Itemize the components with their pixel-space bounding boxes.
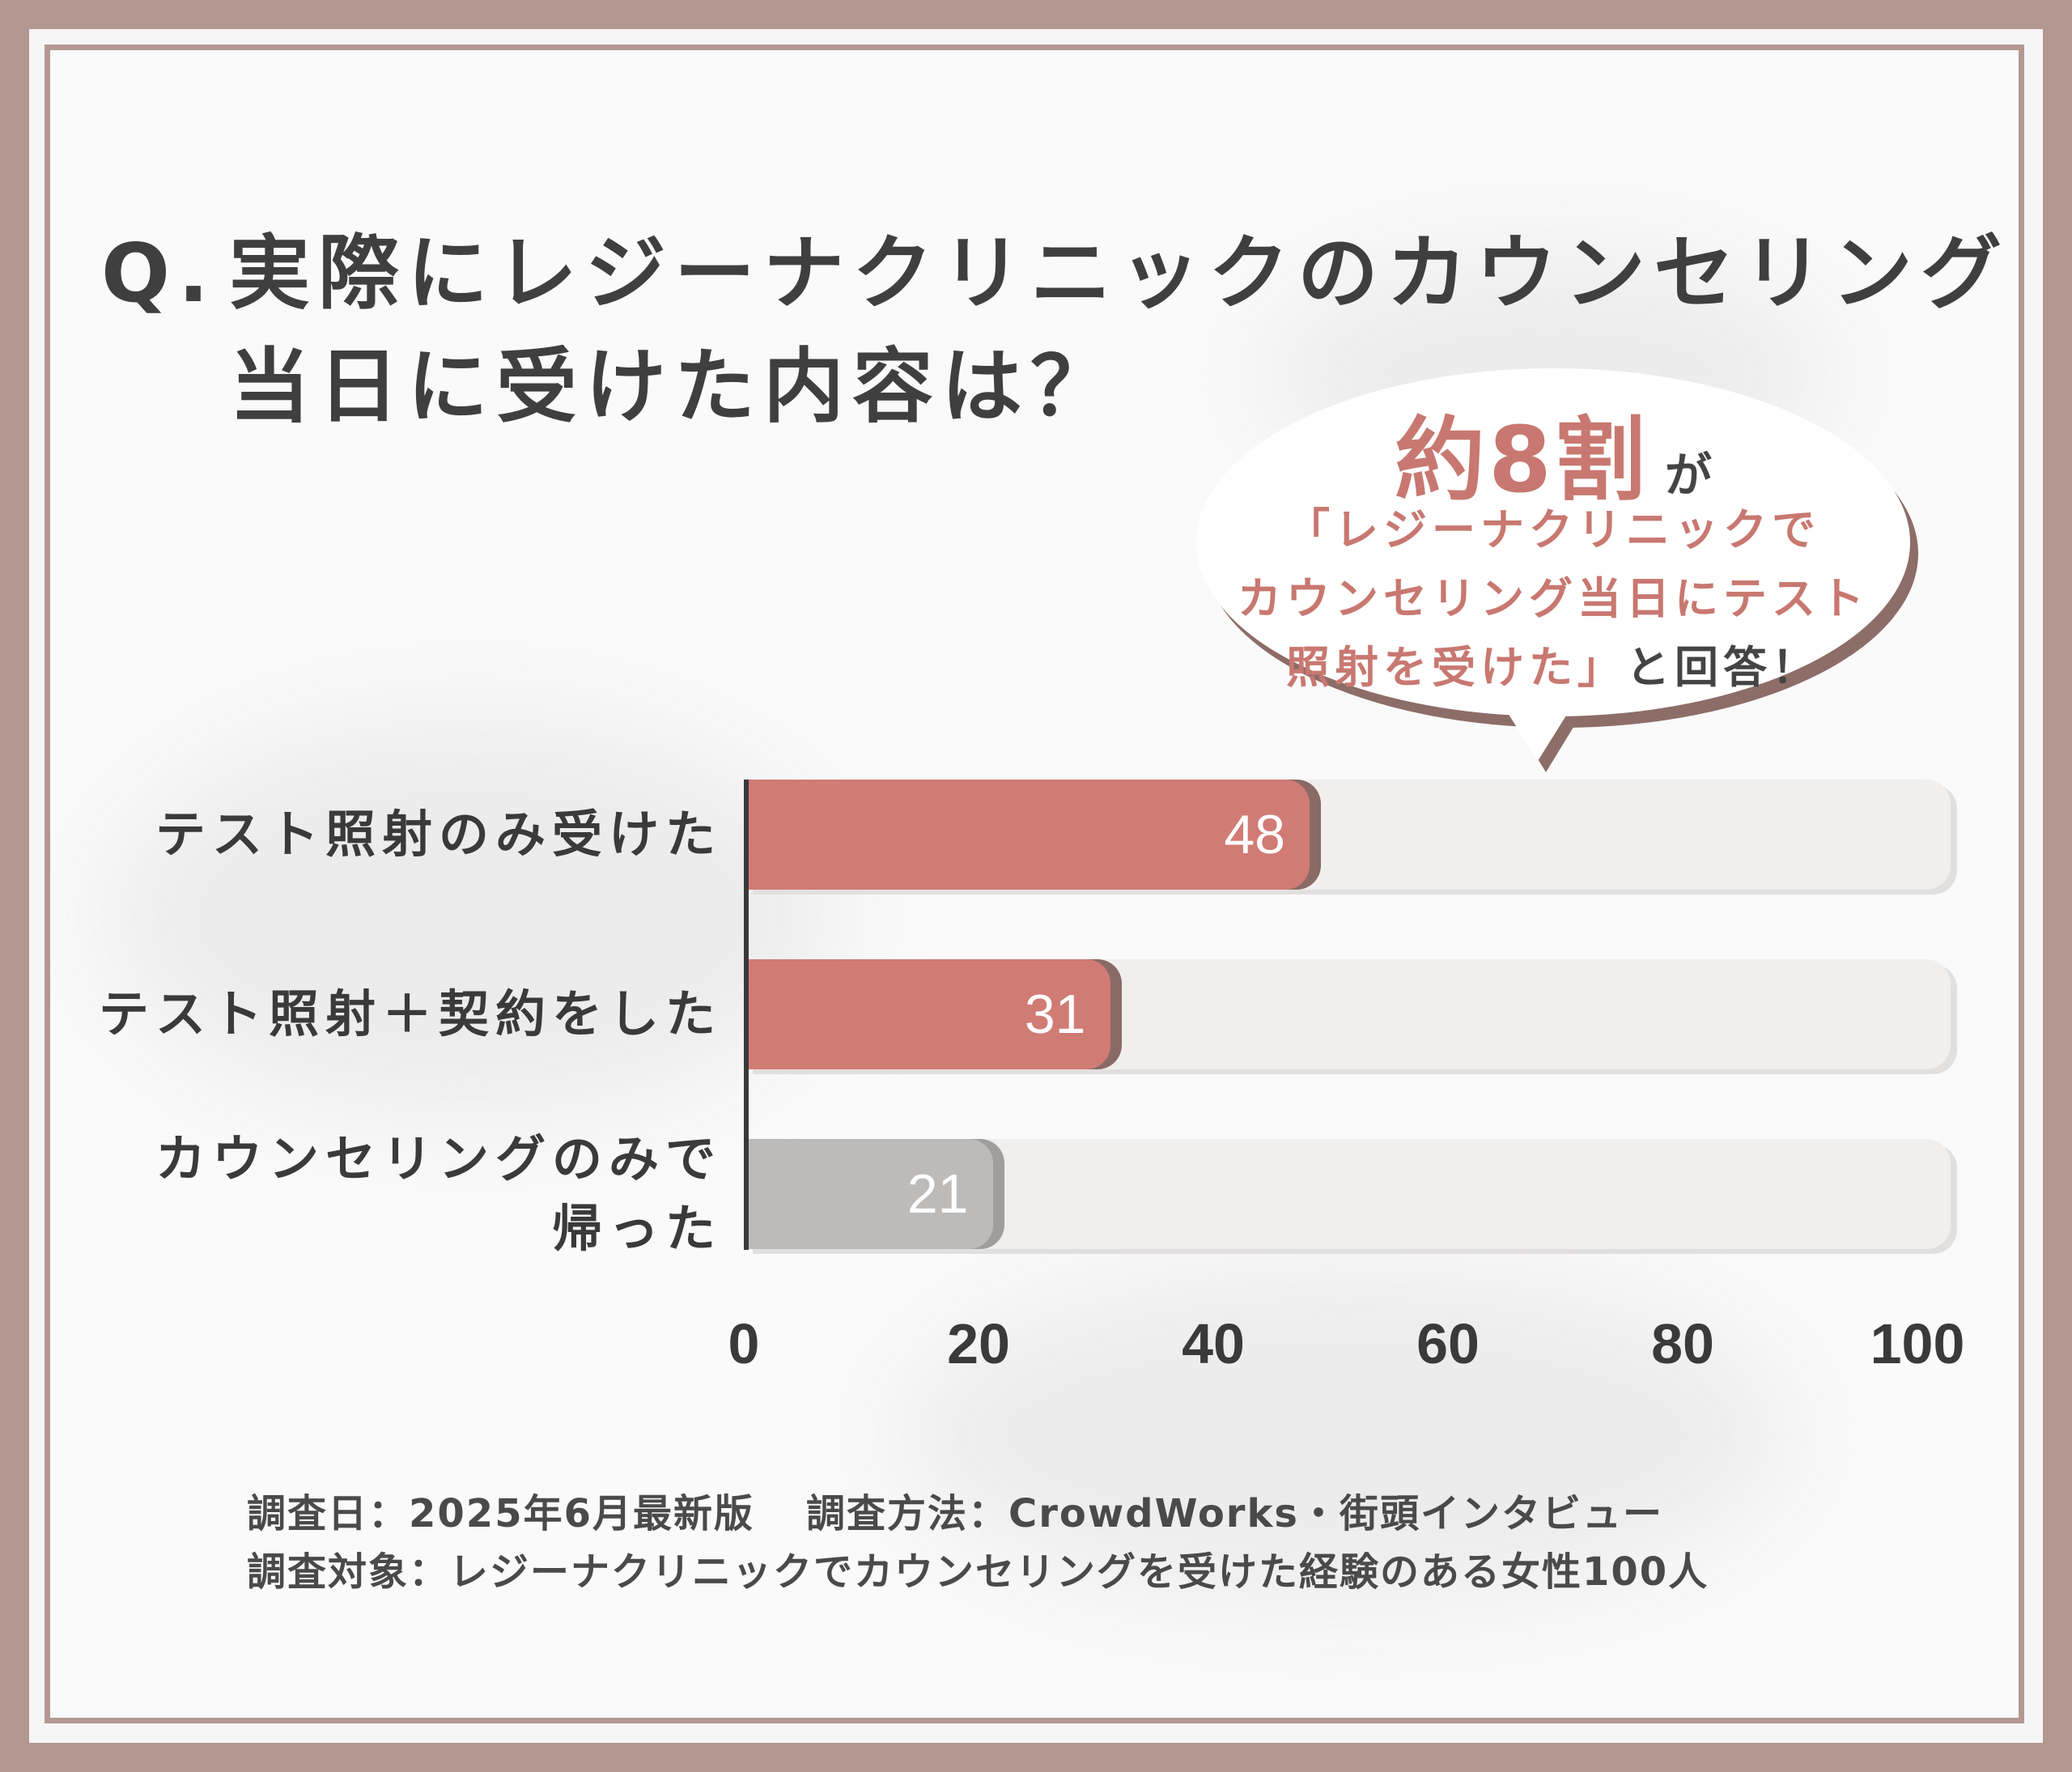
bar (746, 959, 1110, 1069)
bar (746, 780, 1310, 890)
bar-value-label: 48 (1224, 804, 1285, 865)
question-line-1: 実際にレジーナクリニックのカウンセリング (229, 226, 2010, 321)
background-shadow (107, 714, 835, 1119)
category-label-line: カウンセリングのみで (155, 1129, 722, 1188)
question-line-2: 当日に受けた内容は？ (229, 339, 1119, 434)
question-title: Q. 実際にレジーナクリニックのカウンセリング 当日に受けた内容は？ (101, 217, 2027, 444)
x-tick-label: 100 (1870, 1312, 1965, 1375)
callout-line-2: カウンセリング当日にテスト (1238, 573, 1869, 624)
survey-date: 調査日：2025年6月最新版 (247, 1491, 754, 1536)
bar-value-label: 21 (906, 1163, 969, 1225)
survey-target: 調査対象：レジーナクリニックでカウンセリングを受けた経験のある女性100人 (247, 1549, 1709, 1595)
callout-highlight: 約8割 (1395, 408, 1649, 513)
category-label-line: 帰った (551, 1199, 722, 1258)
x-tick-label: 60 (1416, 1312, 1480, 1375)
bubble-tail (1497, 696, 1578, 761)
category-label-line: テスト照射＋契約をした (98, 984, 722, 1043)
x-tick-label: 20 (947, 1312, 1010, 1375)
x-tick-label: 0 (728, 1312, 760, 1375)
x-tick-label: 80 (1651, 1312, 1714, 1375)
callout-line-3-rest: と回答！ (1626, 642, 1820, 693)
callout-bubble (1196, 368, 1910, 716)
background-shadow (900, 1264, 1790, 1604)
bar-value-label: 31 (1024, 984, 1086, 1045)
x-tick-label: 40 (1182, 1312, 1245, 1375)
y-axis-line (744, 780, 749, 1250)
category-label: テスト照射のみ受けた (155, 800, 722, 869)
callout-line-1: 「レジーナクリニックで (1286, 504, 1820, 555)
callout-headline: 約8割が (1196, 387, 1910, 518)
category-label-line: テスト照射のみ受けた (155, 805, 722, 864)
footer-line-1: 調査日：2025年6月最新版 調査方法：CrowdWorks・街頭インタビュー (247, 1481, 1663, 1538)
category-label: テスト照射＋契約をした (99, 979, 722, 1049)
callout-particle: が (1664, 448, 1712, 503)
survey-method: 調査方法：CrowdWorks・街頭インタビュー (806, 1491, 1663, 1536)
callout-line-3-highlight: 照射を受けた」 (1286, 642, 1626, 693)
bar (746, 1139, 993, 1249)
question-prefix: Q. (101, 226, 217, 321)
callout-line-3: 照射を受けた」と回答！ (1196, 631, 1910, 695)
category-label: カウンセリングのみで帰った (155, 1124, 722, 1264)
